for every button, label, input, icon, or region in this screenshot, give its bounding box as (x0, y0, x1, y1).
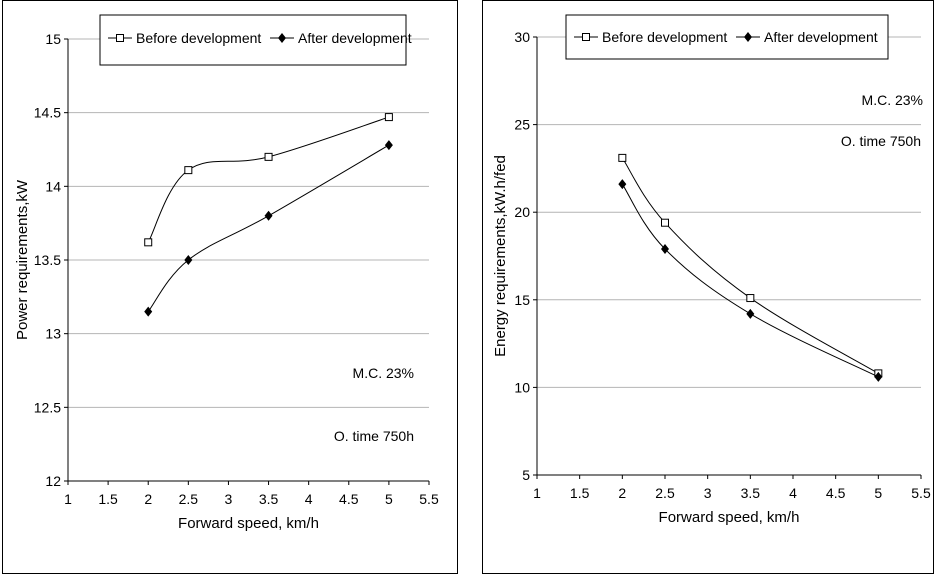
legend-marker-after (278, 33, 286, 43)
power-requirements-chart: 12 12.5 13 13.5 14 14.5 15 1 1.5 2 2.5 3 3.5 4 4.5 5 5.5… (14, 14, 439, 532)
energy-requirements-chart: 5 10 15 20 25 30 1 1.5 2 2.5 3 3.5 4 4.5 5 5.5 Forward s… (492, 14, 931, 526)
y-tick-label: 14.5 (34, 105, 61, 121)
y-tick-label: 5 (522, 467, 530, 483)
legend-label-after: After development (298, 30, 412, 46)
left-chart-panel: 12 12.5 13 13.5 14 14.5 15 1 1.5 2 2.5 3 3.5 4 4.5 5 5.5… (2, 0, 458, 574)
series-line-before (621, 157, 879, 374)
x-tick-label: 4 (789, 485, 797, 501)
y-tick-label: 25 (514, 117, 530, 133)
legend-label-before: Before development (602, 29, 727, 45)
x-tick-label: 3.5 (741, 485, 761, 501)
data-point-after (874, 371, 883, 382)
annotation: O. time 750h (334, 428, 414, 444)
x-tick-label: 2 (618, 485, 626, 501)
x-tick-label: 1 (533, 485, 541, 501)
x-axis-label: Forward speed, km/h (178, 515, 319, 532)
data-point-after (264, 210, 273, 221)
y-tick-label: 15 (514, 292, 530, 308)
x-tick-label: 4.5 (339, 491, 359, 507)
y-tick-label: 12 (45, 473, 61, 489)
x-tick-label: 3 (225, 491, 233, 507)
series-line-after (147, 144, 390, 312)
x-tick-label: 3.5 (259, 491, 279, 507)
data-point-before (184, 166, 193, 175)
data-point-before (746, 294, 755, 303)
data-point-before (144, 238, 153, 247)
data-point-after (746, 308, 755, 319)
y-axis-label: Energy requirements,kW.h/fed (492, 155, 509, 357)
data-point-after (384, 140, 393, 151)
data-point-after (184, 255, 193, 265)
series-line-before (147, 116, 390, 243)
legend-label-before: Before development (136, 30, 261, 46)
x-tick-label: 1 (64, 491, 72, 507)
y-tick-label: 30 (514, 29, 530, 45)
legend-label-after: After development (764, 29, 878, 45)
legend-marker-before (116, 34, 124, 42)
legend-marker-after (744, 32, 752, 42)
series-line-after (621, 183, 879, 378)
data-point-after (144, 306, 153, 317)
data-point-before (384, 113, 393, 122)
y-tick-label: 12.5 (34, 399, 61, 415)
legend-box (565, 14, 889, 60)
x-tick-label: 4.5 (826, 485, 846, 501)
x-tick-label: 4 (305, 491, 313, 507)
right-chart-panel: 5 10 15 20 25 30 1 1.5 2 2.5 3 3.5 4 4.5 5 5.5 Forward s… (482, 0, 934, 574)
legend-box (99, 14, 407, 66)
annotation: O. time 750h (841, 133, 921, 149)
y-tick-label: 14 (45, 178, 61, 194)
x-tick-label: 5.5 (911, 485, 931, 501)
legend-marker-before (582, 33, 590, 41)
data-point-before (618, 153, 627, 162)
x-tick-label: 5.5 (419, 491, 439, 507)
y-tick-label: 10 (514, 379, 530, 395)
y-axis-label: Power requirements,kW (14, 179, 31, 340)
data-point-after (618, 179, 627, 190)
annotation: M.C. 23% (353, 365, 414, 381)
x-tick-label: 1.5 (98, 491, 118, 507)
y-tick-label: 15 (45, 31, 61, 47)
x-tick-label: 5 (874, 485, 882, 501)
x-tick-label: 5 (385, 491, 393, 507)
annotation: M.C. 23% (862, 92, 923, 108)
data-point-after (661, 243, 669, 254)
x-axis-label: Forward speed, km/h (659, 509, 800, 526)
x-tick-label: 3 (704, 485, 712, 501)
x-tick-label: 1.5 (570, 485, 590, 501)
data-point-before (264, 152, 273, 161)
y-tick-label: 13 (45, 326, 61, 342)
x-tick-label: 2.5 (655, 485, 675, 501)
data-point-before (661, 218, 669, 227)
y-tick-label: 20 (514, 204, 530, 220)
x-tick-label: 2.5 (179, 491, 199, 507)
x-tick-label: 2 (144, 491, 152, 507)
y-tick-label: 13.5 (34, 252, 61, 268)
